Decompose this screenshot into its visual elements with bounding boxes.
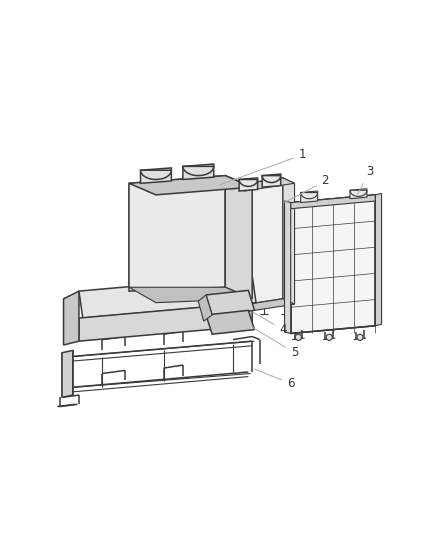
Text: 3: 3 [357, 165, 374, 194]
Polygon shape [64, 291, 79, 345]
Polygon shape [206, 310, 254, 334]
Polygon shape [283, 178, 294, 304]
Polygon shape [129, 175, 225, 291]
Polygon shape [129, 175, 252, 195]
Polygon shape [262, 174, 281, 187]
Polygon shape [141, 168, 171, 183]
Polygon shape [375, 193, 381, 326]
Polygon shape [350, 189, 367, 199]
Polygon shape [129, 287, 252, 303]
Polygon shape [291, 195, 375, 334]
Polygon shape [301, 192, 318, 199]
Polygon shape [183, 164, 214, 180]
Text: 1: 1 [220, 148, 306, 184]
Text: 5: 5 [252, 327, 298, 359]
Circle shape [326, 334, 332, 341]
Text: 4: 4 [252, 312, 287, 336]
Polygon shape [141, 170, 171, 180]
Polygon shape [233, 299, 294, 312]
Polygon shape [233, 178, 294, 191]
Circle shape [295, 334, 301, 341]
Polygon shape [239, 180, 258, 187]
Polygon shape [79, 303, 252, 341]
Text: 2: 2 [284, 174, 329, 203]
Polygon shape [301, 191, 318, 203]
Polygon shape [239, 178, 258, 191]
Polygon shape [225, 175, 252, 299]
Polygon shape [198, 295, 212, 321]
Polygon shape [285, 201, 291, 334]
Polygon shape [233, 178, 283, 306]
Polygon shape [62, 350, 73, 398]
Circle shape [357, 334, 363, 341]
Polygon shape [129, 183, 156, 303]
Polygon shape [206, 290, 254, 315]
Text: 6: 6 [255, 369, 294, 390]
Polygon shape [291, 195, 375, 209]
Polygon shape [183, 166, 214, 175]
Polygon shape [79, 276, 256, 318]
Polygon shape [350, 190, 367, 196]
Polygon shape [262, 175, 281, 182]
